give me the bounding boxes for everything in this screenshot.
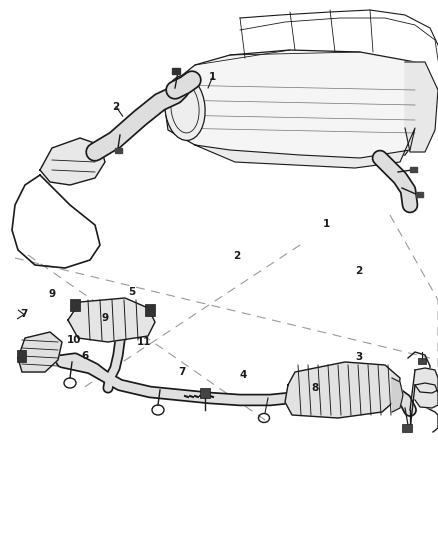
Polygon shape — [40, 138, 105, 185]
Bar — [418, 358, 426, 364]
Text: 3: 3 — [356, 352, 363, 362]
Polygon shape — [18, 332, 62, 372]
Text: 8: 8 — [312, 383, 319, 393]
Text: 5: 5 — [128, 287, 135, 297]
Text: 1: 1 — [209, 72, 216, 82]
Bar — [172, 68, 180, 74]
Polygon shape — [415, 383, 438, 408]
Text: 1: 1 — [323, 219, 330, 229]
Bar — [416, 192, 423, 197]
Bar — [200, 388, 210, 398]
Polygon shape — [195, 128, 415, 168]
Text: 2: 2 — [356, 266, 363, 276]
Bar — [410, 167, 417, 172]
Polygon shape — [285, 362, 400, 418]
Text: 6: 6 — [82, 351, 89, 361]
Text: 2: 2 — [113, 102, 120, 111]
Bar — [115, 148, 122, 153]
Polygon shape — [415, 368, 438, 393]
Bar — [70, 299, 80, 311]
Text: 7: 7 — [21, 310, 28, 319]
Text: 11: 11 — [137, 337, 152, 347]
Ellipse shape — [165, 76, 205, 140]
Text: 9: 9 — [49, 289, 56, 299]
Bar — [17, 350, 26, 362]
Text: 10: 10 — [67, 335, 82, 345]
Polygon shape — [165, 50, 430, 165]
Text: 9: 9 — [102, 313, 109, 322]
Text: 7: 7 — [178, 367, 185, 376]
Text: 4: 4 — [240, 370, 247, 380]
Polygon shape — [68, 298, 155, 342]
Bar — [145, 304, 155, 316]
Polygon shape — [392, 378, 403, 412]
Text: 2: 2 — [233, 251, 240, 261]
Polygon shape — [405, 62, 438, 152]
Bar — [402, 424, 412, 432]
